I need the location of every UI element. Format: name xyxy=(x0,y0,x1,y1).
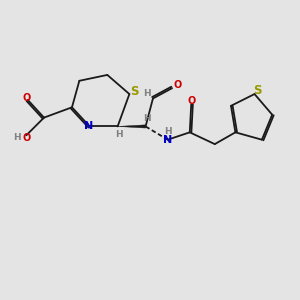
Text: S: S xyxy=(253,84,262,97)
Polygon shape xyxy=(118,125,146,128)
Text: N: N xyxy=(163,135,172,145)
Text: O: O xyxy=(22,133,31,142)
Text: O: O xyxy=(173,80,181,90)
Text: O: O xyxy=(22,93,31,103)
Text: H: H xyxy=(115,130,123,139)
Text: H: H xyxy=(143,114,151,123)
Text: S: S xyxy=(130,85,139,98)
Text: H: H xyxy=(143,89,151,98)
Text: H: H xyxy=(164,127,172,136)
Text: H: H xyxy=(13,133,21,142)
Text: N: N xyxy=(83,122,93,131)
Text: O: O xyxy=(188,96,196,106)
